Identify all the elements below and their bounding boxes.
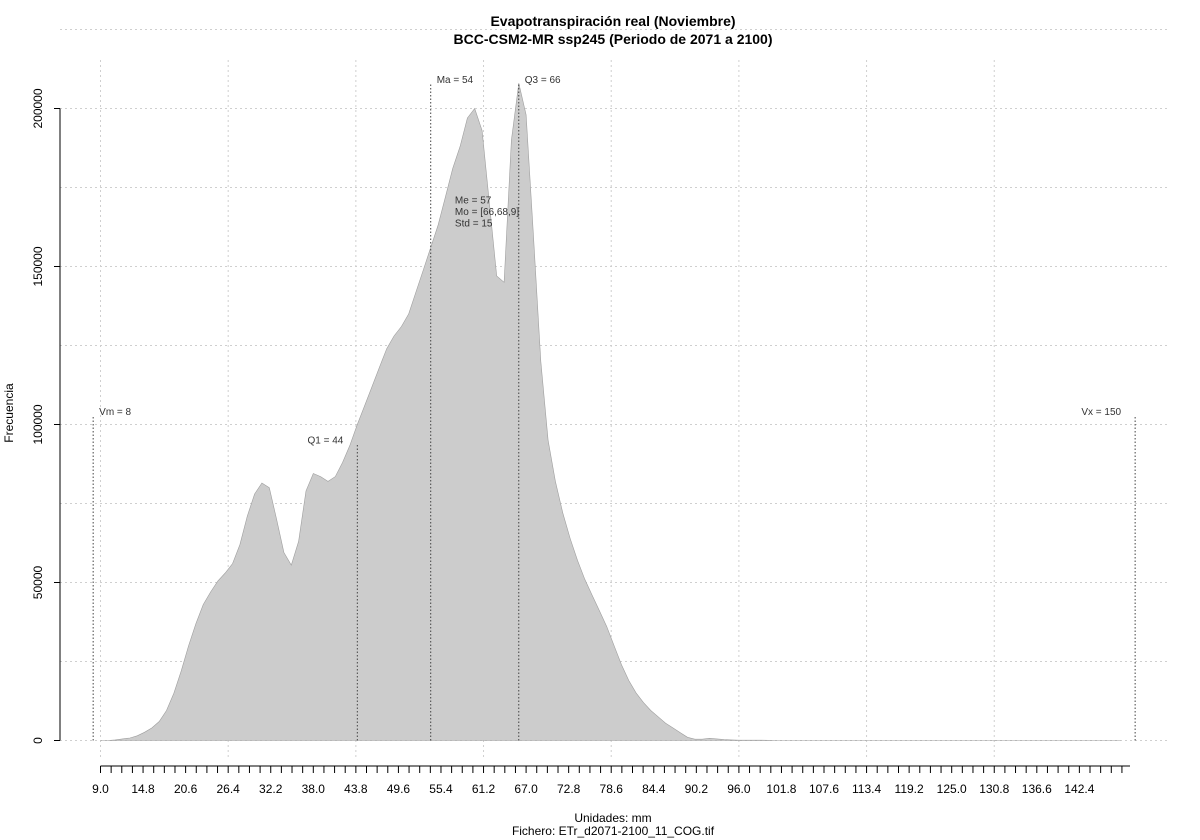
y-tick-label: 0 <box>31 737 45 744</box>
x-tick-label: 125.0 <box>937 782 967 796</box>
annotation-label: Vx = 150 <box>1081 407 1121 418</box>
x-tick-label: 9.0 <box>92 782 109 796</box>
frequency-area <box>100 83 1121 741</box>
annotation-label: Ma = 54 <box>437 75 474 86</box>
y-tick-label: 150000 <box>31 246 45 286</box>
x-tick-label: 32.2 <box>259 782 283 796</box>
x-tick-label: 113.4 <box>852 782 881 796</box>
x-tick-label: 67.0 <box>514 782 538 796</box>
x-tick-label: 14.8 <box>131 782 155 796</box>
x-tick-label: 72.8 <box>557 782 581 796</box>
file-caption: Fichero: ETr_d2071-2100_11_COG.tif <box>512 824 715 838</box>
x-tick-label: 101.8 <box>766 782 796 796</box>
x-tick-label: 107.6 <box>809 782 839 796</box>
x-tick-label: 119.2 <box>895 782 924 796</box>
chart-title: Evapotranspiración real (Noviembre) <box>490 13 735 29</box>
stats-line: Mo = [66,68,9] <box>455 207 519 218</box>
y-tick-label: 100000 <box>31 404 45 444</box>
x-tick-label: 20.6 <box>174 782 198 796</box>
axes: 0 50000 100000 150000 200000 9.0 14.8 20.6 26.4 3… <box>31 88 1130 796</box>
x-tick-label: 78.6 <box>600 782 624 796</box>
y-axis-label: Frecuencia <box>2 383 16 443</box>
annotation-label: Q3 = 66 <box>525 75 561 86</box>
annotation-label: Vm = 8 <box>99 407 131 418</box>
x-tick-label: 142.4 <box>1064 782 1094 796</box>
x-tick-label: 130.8 <box>979 782 1009 796</box>
x-tick-label: 26.4 <box>216 782 240 796</box>
x-tick-label: 136.6 <box>1022 782 1052 796</box>
x-tick-label: 61.2 <box>472 782 496 796</box>
y-tick-label: 50000 <box>31 565 45 599</box>
x-tick-label: 55.4 <box>429 782 453 796</box>
x-tick-label: 84.4 <box>642 782 666 796</box>
y-tick-label: 200000 <box>31 88 45 128</box>
x-tick-label: 90.2 <box>685 782 709 796</box>
x-tick-label: 49.6 <box>387 782 411 796</box>
x-tick-label: 43.8 <box>344 782 368 796</box>
annotation-label: Q1 = 44 <box>307 435 343 446</box>
x-tick-label: 96.0 <box>727 782 751 796</box>
x-tick-label: 38.0 <box>302 782 326 796</box>
annotation-lines: Vm = 8 Q1 = 44 Ma = 54 Q3 = 66 Vx = 150 Me = … <box>92 75 1136 741</box>
stats-line: Me = 57 <box>455 195 492 206</box>
chart-subtitle: BCC-CSM2-MR ssp245 (Periodo de 2071 a 21… <box>454 31 773 47</box>
stats-line: Std = 15 <box>455 218 493 229</box>
x-axis-label: Unidades: mm <box>574 811 651 825</box>
